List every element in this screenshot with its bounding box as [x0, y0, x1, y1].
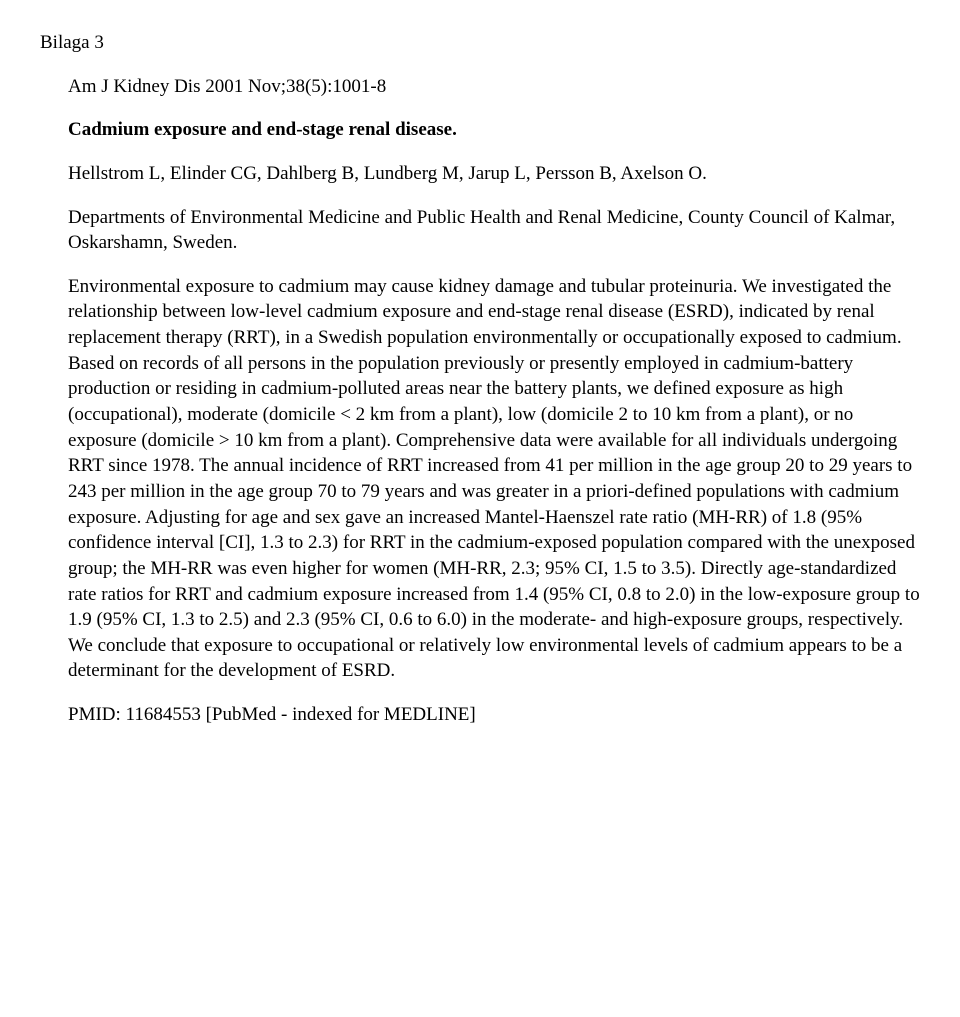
journal-citation: Am J Kidney Dis 2001 Nov;38(5):1001-8: [68, 74, 920, 100]
appendix-label: Bilaga 3: [40, 30, 920, 56]
pmid-line: PMID: 11684553 [PubMed - indexed for MED…: [68, 702, 920, 728]
article-title: Cadmium exposure and end-stage renal dis…: [68, 117, 920, 143]
abstract-body: Environmental exposure to cadmium may ca…: [68, 274, 920, 684]
author-list: Hellstrom L, Elinder CG, Dahlberg B, Lun…: [68, 161, 920, 187]
author-affiliation: Departments of Environmental Medicine an…: [68, 205, 920, 256]
